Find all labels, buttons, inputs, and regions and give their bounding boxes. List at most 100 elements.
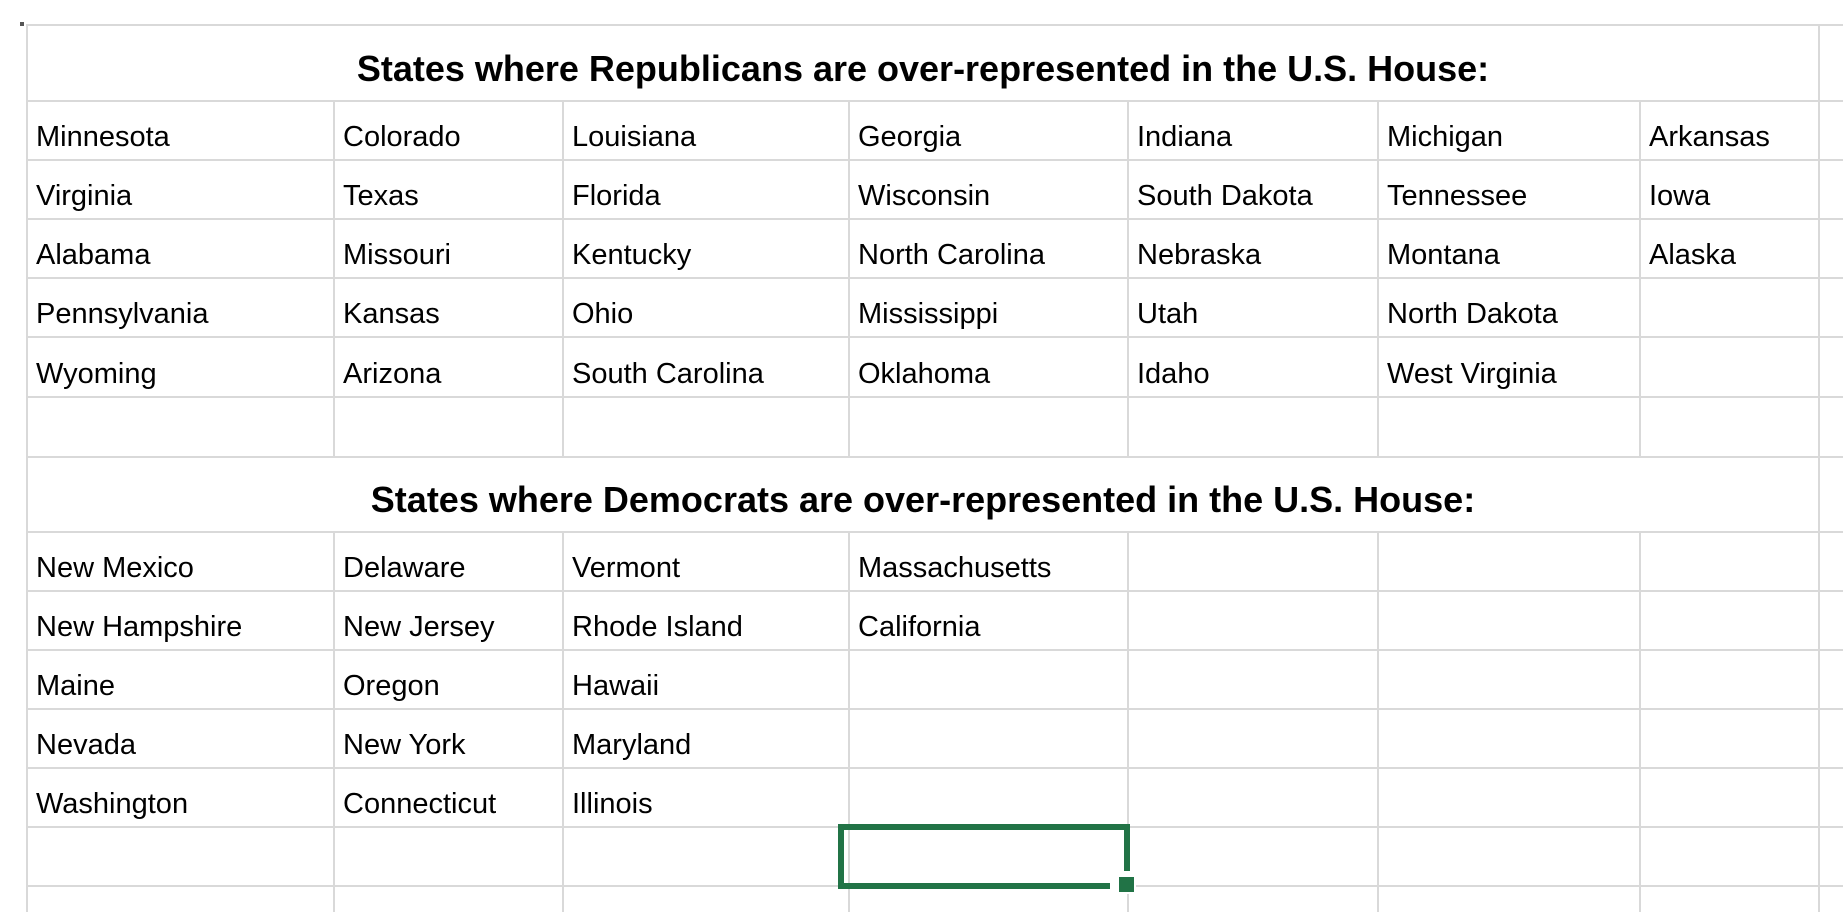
cell[interactable]: Kansas xyxy=(335,279,564,338)
empty-cell[interactable] xyxy=(1379,398,1641,458)
empty-cell[interactable] xyxy=(1129,828,1379,887)
empty-cell[interactable] xyxy=(850,887,1129,912)
empty-cell[interactable] xyxy=(1129,887,1379,912)
empty-cell[interactable] xyxy=(850,710,1129,769)
cell[interactable]: Minnesota xyxy=(28,102,335,161)
empty-cell[interactable] xyxy=(335,398,564,458)
empty-cell[interactable] xyxy=(1820,279,1843,338)
cell[interactable]: Alabama xyxy=(28,220,335,279)
cell[interactable]: North Dakota xyxy=(1379,279,1641,338)
cell[interactable]: Rhode Island xyxy=(564,592,850,651)
empty-cell[interactable] xyxy=(1820,769,1843,828)
empty-cell[interactable] xyxy=(1129,533,1379,592)
cell[interactable]: Nevada xyxy=(28,710,335,769)
empty-cell[interactable] xyxy=(1820,102,1843,161)
empty-cell[interactable] xyxy=(1641,398,1820,458)
empty-cell[interactable] xyxy=(1820,828,1843,887)
republicans-table-title[interactable]: States where Republicans are over-repres… xyxy=(28,26,1820,102)
empty-cell[interactable] xyxy=(1379,651,1641,710)
cell[interactable]: Georgia xyxy=(850,102,1129,161)
empty-cell[interactable] xyxy=(1379,887,1641,912)
empty-cell[interactable] xyxy=(28,828,335,887)
cell[interactable]: Mississippi xyxy=(850,279,1129,338)
empty-cell[interactable] xyxy=(1129,710,1379,769)
empty-cell[interactable] xyxy=(1641,279,1820,338)
cell[interactable]: New York xyxy=(335,710,564,769)
cell[interactable]: New Hampshire xyxy=(28,592,335,651)
cell[interactable]: West Virginia xyxy=(1379,338,1641,398)
empty-cell[interactable] xyxy=(564,828,850,887)
cell[interactable]: Hawaii xyxy=(564,651,850,710)
cell[interactable]: Idaho xyxy=(1129,338,1379,398)
empty-cell[interactable] xyxy=(564,887,850,912)
empty-cell[interactable] xyxy=(335,887,564,912)
empty-cell[interactable] xyxy=(564,398,850,458)
cell[interactable]: Montana xyxy=(1379,220,1641,279)
empty-cell[interactable] xyxy=(335,828,564,887)
empty-cell[interactable] xyxy=(1820,161,1843,220)
cell[interactable]: Vermont xyxy=(564,533,850,592)
cell[interactable]: Connecticut xyxy=(335,769,564,828)
empty-cell[interactable] xyxy=(1129,651,1379,710)
cell[interactable]: Florida xyxy=(564,161,850,220)
cell[interactable]: Oklahoma xyxy=(850,338,1129,398)
empty-cell[interactable] xyxy=(1379,533,1641,592)
cell[interactable]: South Carolina xyxy=(564,338,850,398)
empty-cell[interactable] xyxy=(1820,26,1843,102)
cell[interactable]: Iowa xyxy=(1641,161,1820,220)
cell[interactable]: Arkansas xyxy=(1641,102,1820,161)
fill-handle[interactable] xyxy=(1119,877,1134,892)
empty-cell[interactable] xyxy=(1129,769,1379,828)
empty-cell[interactable] xyxy=(1820,887,1843,912)
empty-cell[interactable] xyxy=(1641,533,1820,592)
cell[interactable]: Washington xyxy=(28,769,335,828)
empty-cell[interactable] xyxy=(850,398,1129,458)
cell[interactable]: Louisiana xyxy=(564,102,850,161)
cell[interactable]: Alaska xyxy=(1641,220,1820,279)
empty-cell[interactable] xyxy=(1641,338,1820,398)
cell[interactable]: Wisconsin xyxy=(850,161,1129,220)
empty-cell[interactable] xyxy=(1641,828,1820,887)
cell[interactable]: California xyxy=(850,592,1129,651)
cell[interactable]: Texas xyxy=(335,161,564,220)
empty-cell[interactable] xyxy=(28,398,335,458)
empty-cell[interactable] xyxy=(850,651,1129,710)
cell[interactable]: Nebraska xyxy=(1129,220,1379,279)
cell[interactable]: Arizona xyxy=(335,338,564,398)
empty-cell[interactable] xyxy=(1379,592,1641,651)
cell[interactable]: New Jersey xyxy=(335,592,564,651)
cell[interactable]: Oregon xyxy=(335,651,564,710)
cell[interactable]: Tennessee xyxy=(1379,161,1641,220)
empty-cell[interactable] xyxy=(1820,592,1843,651)
empty-cell[interactable] xyxy=(1129,398,1379,458)
empty-cell[interactable] xyxy=(1379,828,1641,887)
cell[interactable]: Delaware xyxy=(335,533,564,592)
cell[interactable]: Wyoming xyxy=(28,338,335,398)
cell[interactable]: Utah xyxy=(1129,279,1379,338)
cell[interactable]: Maryland xyxy=(564,710,850,769)
empty-cell[interactable] xyxy=(1820,458,1843,533)
cell[interactable]: Pennsylvania xyxy=(28,279,335,338)
cell[interactable]: Michigan xyxy=(1379,102,1641,161)
empty-cell[interactable] xyxy=(1641,769,1820,828)
empty-cell[interactable] xyxy=(1641,887,1820,912)
cell[interactable]: Illinois xyxy=(564,769,850,828)
empty-cell[interactable] xyxy=(1820,398,1843,458)
empty-cell[interactable] xyxy=(1641,651,1820,710)
empty-cell[interactable] xyxy=(1641,710,1820,769)
empty-cell[interactable] xyxy=(28,887,335,912)
empty-cell[interactable] xyxy=(1641,592,1820,651)
cell[interactable]: Indiana xyxy=(1129,102,1379,161)
empty-cell[interactable] xyxy=(1820,533,1843,592)
cell[interactable]: Missouri xyxy=(335,220,564,279)
cell[interactable]: South Dakota xyxy=(1129,161,1379,220)
empty-cell[interactable] xyxy=(1379,769,1641,828)
empty-cell[interactable] xyxy=(1820,338,1843,398)
cell[interactable]: Virginia xyxy=(28,161,335,220)
cell[interactable]: Maine xyxy=(28,651,335,710)
cell[interactable]: New Mexico xyxy=(28,533,335,592)
empty-cell[interactable] xyxy=(1820,651,1843,710)
cell[interactable]: Colorado xyxy=(335,102,564,161)
cell[interactable]: Ohio xyxy=(564,279,850,338)
democrats-table-title[interactable]: States where Democrats are over-represen… xyxy=(28,458,1820,533)
